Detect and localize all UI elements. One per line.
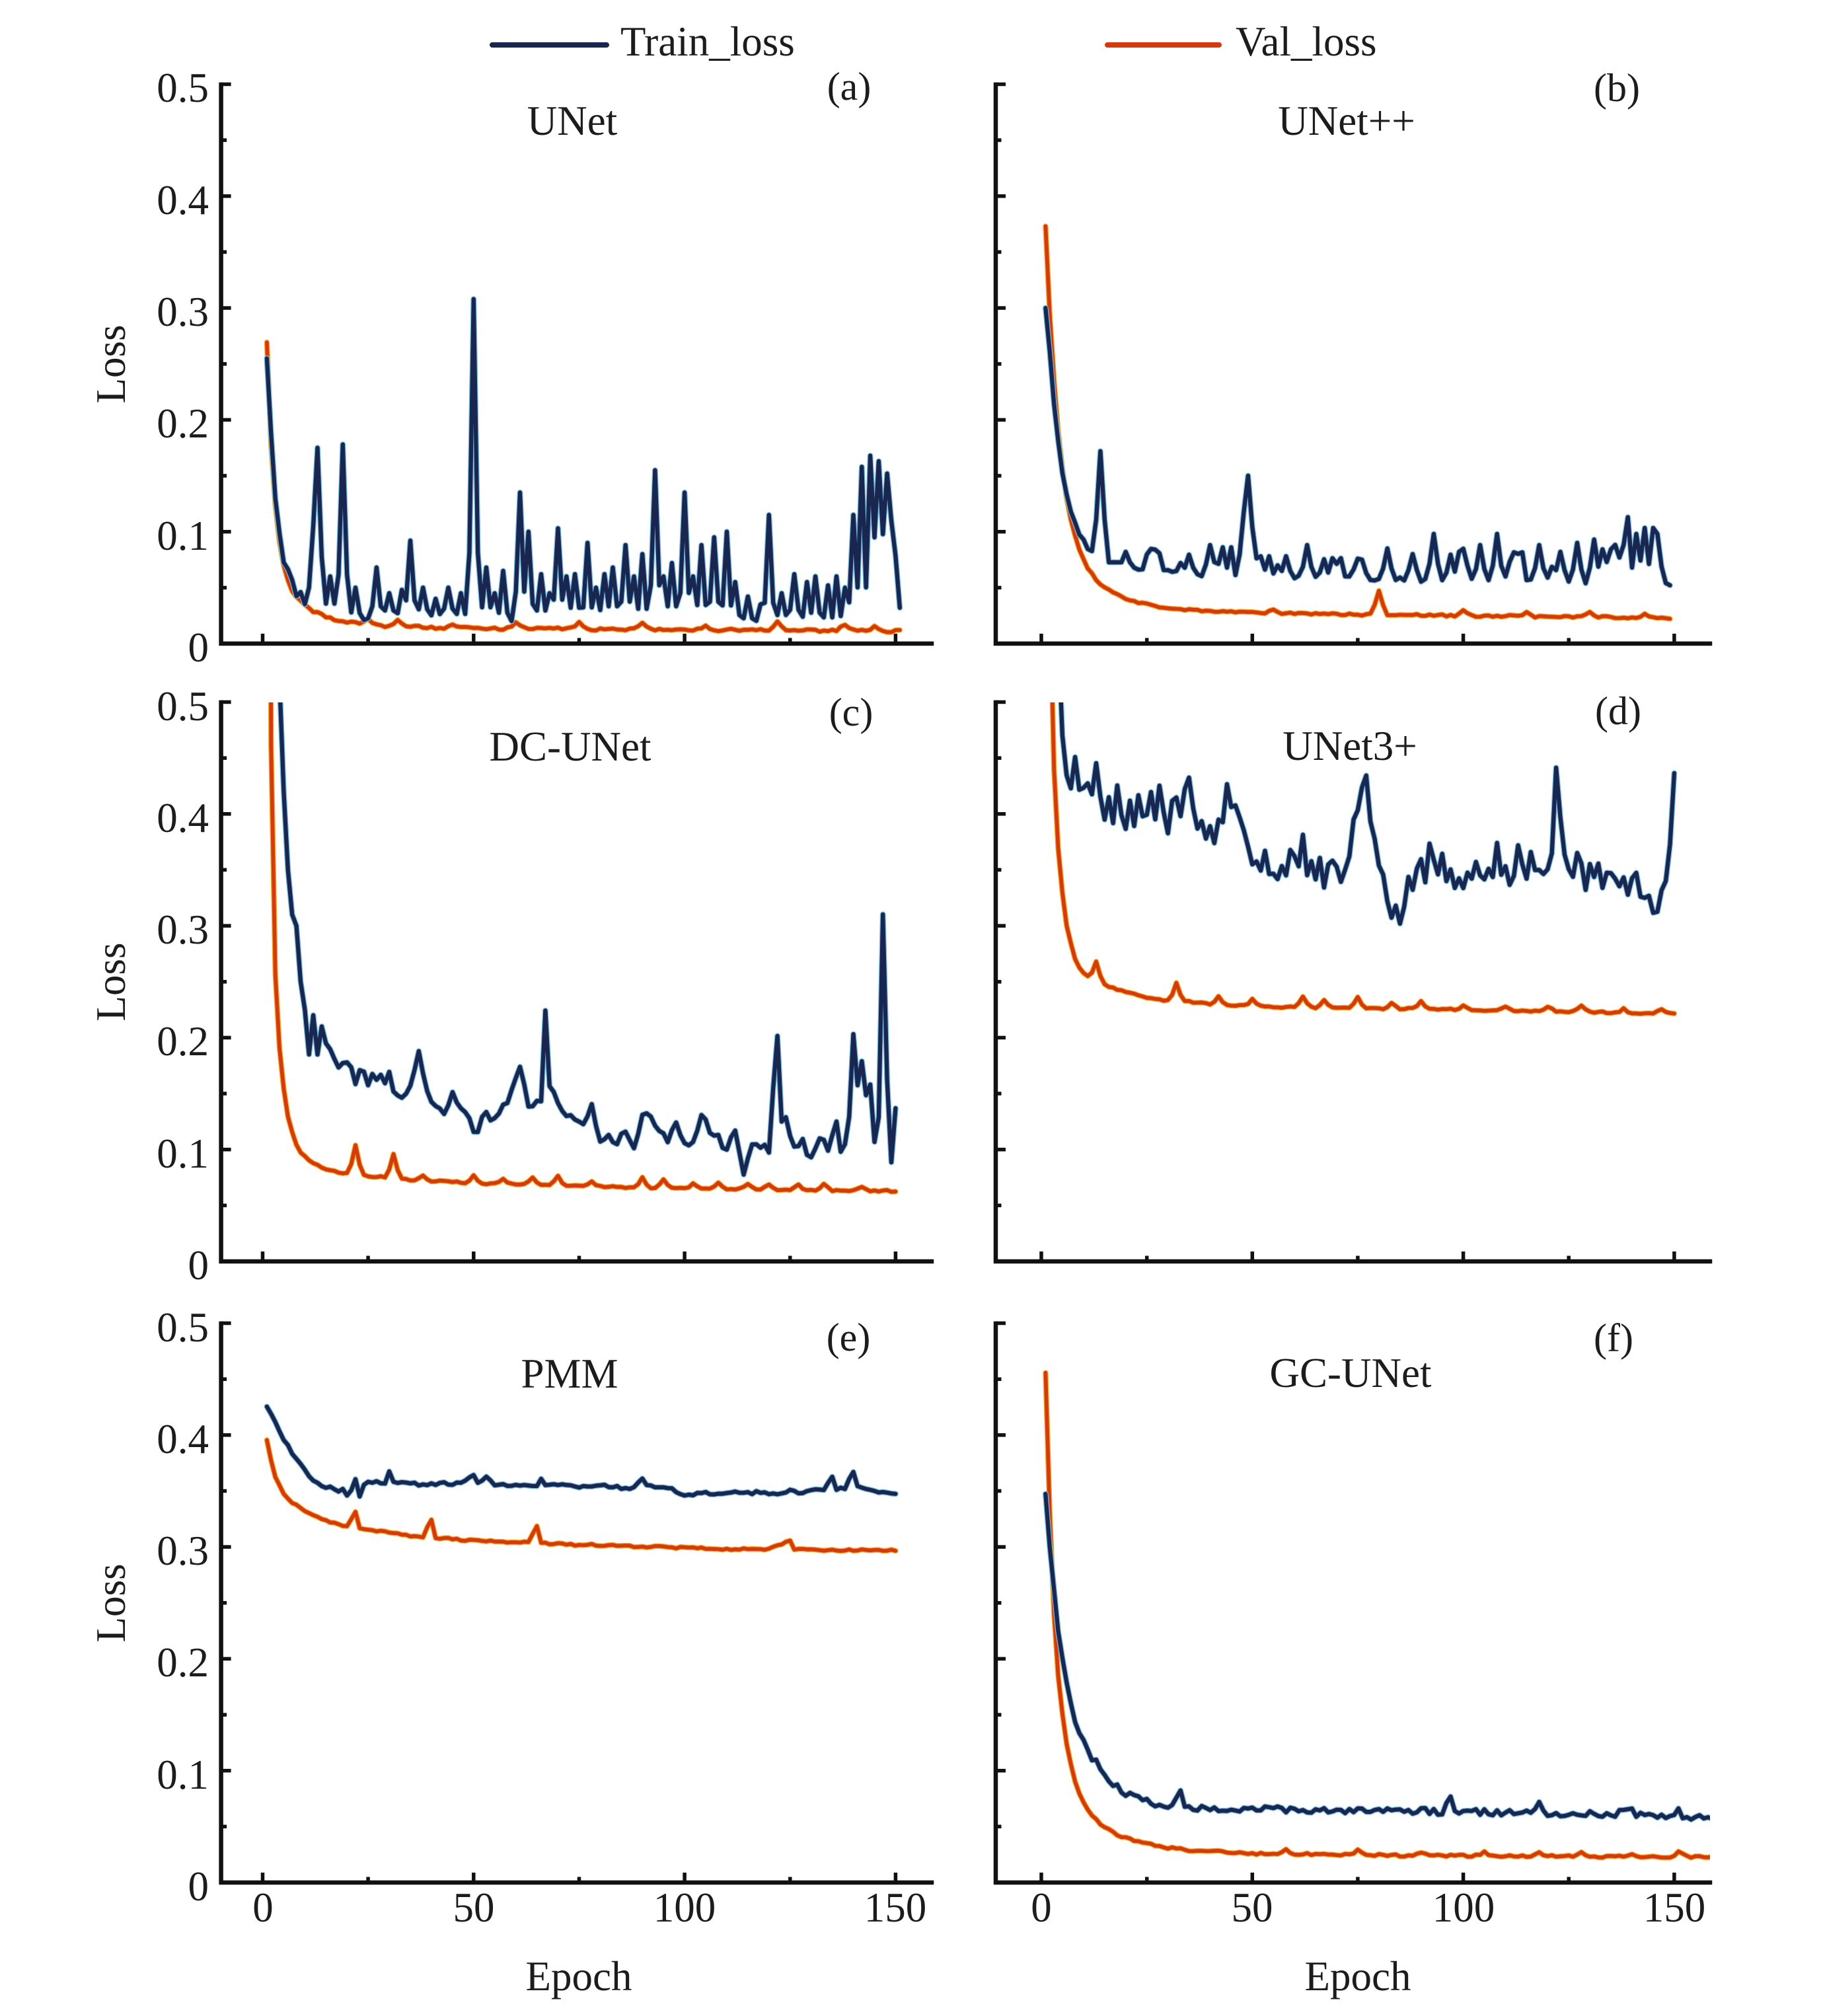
svg-text:(f): (f) [1594, 1316, 1633, 1360]
svg-text:0.5: 0.5 [157, 65, 209, 111]
svg-text:UNet: UNet [527, 98, 618, 144]
svg-text:0.1: 0.1 [157, 1131, 209, 1177]
svg-text:0: 0 [1031, 1885, 1052, 1931]
svg-text:0.3: 0.3 [157, 907, 209, 953]
svg-text:0.5: 0.5 [157, 683, 209, 729]
svg-text:50: 50 [453, 1885, 495, 1931]
svg-text:Epoch: Epoch [526, 1953, 632, 1999]
svg-text:150: 150 [1643, 1885, 1706, 1931]
svg-text:0.3: 0.3 [157, 289, 209, 335]
svg-text:0.5: 0.5 [157, 1304, 209, 1351]
svg-text:150: 150 [864, 1885, 927, 1931]
svg-text:0.2: 0.2 [157, 1018, 209, 1064]
svg-text:0: 0 [188, 624, 209, 671]
svg-text:PMM: PMM [521, 1351, 618, 1397]
svg-text:0.4: 0.4 [157, 177, 209, 223]
svg-text:0: 0 [252, 1885, 274, 1931]
svg-text:DC-UNet: DC-UNet [490, 724, 651, 770]
svg-text:Train_loss: Train_loss [620, 19, 795, 65]
svg-text:0.2: 0.2 [157, 400, 209, 447]
svg-text:(b): (b) [1594, 66, 1640, 110]
svg-text:0.1: 0.1 [157, 1752, 209, 1798]
svg-text:0.3: 0.3 [157, 1528, 209, 1574]
svg-text:GC-UNet: GC-UNet [1270, 1350, 1432, 1396]
svg-text:50: 50 [1232, 1885, 1273, 1931]
svg-text:UNet++: UNet++ [1278, 98, 1415, 144]
svg-text:(d): (d) [1595, 689, 1641, 733]
svg-text:100: 100 [653, 1885, 716, 1931]
svg-text:0.1: 0.1 [157, 513, 209, 559]
svg-text:Loss: Loss [88, 1563, 134, 1642]
svg-text:0: 0 [188, 1242, 209, 1288]
svg-text:(e): (e) [827, 1316, 871, 1359]
svg-text:Loss: Loss [88, 324, 134, 403]
svg-text:0.2: 0.2 [157, 1639, 209, 1686]
svg-text:0.4: 0.4 [157, 795, 209, 841]
svg-text:0.4: 0.4 [157, 1416, 209, 1462]
svg-text:Epoch: Epoch [1305, 1953, 1411, 1999]
svg-text:(c): (c) [829, 691, 873, 734]
svg-text:(a): (a) [827, 65, 872, 108]
svg-text:UNet3+: UNet3+ [1282, 723, 1417, 769]
svg-text:Val_loss: Val_loss [1236, 19, 1377, 65]
svg-text:0: 0 [188, 1863, 209, 1910]
svg-text:100: 100 [1432, 1885, 1495, 1931]
svg-text:Loss: Loss [88, 942, 134, 1021]
